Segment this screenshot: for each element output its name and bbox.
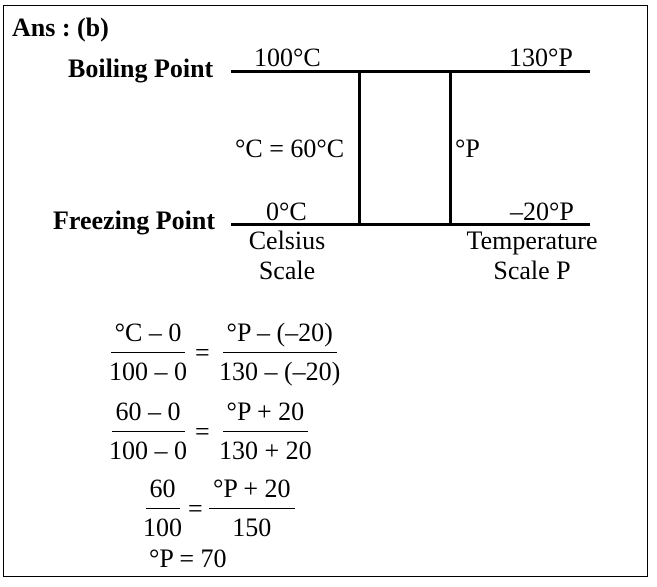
equation-3-rhs: °P + 20 150 xyxy=(209,474,295,543)
celsius-mid-label: °C = 60°C xyxy=(235,134,345,163)
freezing-point-label: Freezing Point xyxy=(53,206,215,235)
equation-1-lhs: °C – 0 100 – 0 xyxy=(105,318,191,387)
boiling-point-label: Boiling Point xyxy=(68,54,214,83)
p-scale-bar xyxy=(449,70,452,225)
equation-2-lhs-denominator: 100 – 0 xyxy=(109,436,187,465)
celsius-scale-caption: Celsius Scale xyxy=(245,226,329,286)
equation-3-lhs-denominator: 100 xyxy=(143,513,182,542)
equation-3-lhs-numerator: 60 xyxy=(145,474,180,509)
celsius-bottom-value: 0°C xyxy=(266,197,307,226)
equation-1-rhs-numerator: °P – (–20) xyxy=(222,318,337,353)
p-mid-label: °P xyxy=(455,134,480,163)
result-equation: °P = 70 xyxy=(149,544,227,573)
equation-3-lhs: 60 100 xyxy=(139,474,186,543)
p-scale-caption-line1: Temperature xyxy=(466,226,598,255)
equation-1-lhs-numerator: °C – 0 xyxy=(110,318,186,353)
equation-2-rhs-numerator: °P + 20 xyxy=(222,397,309,432)
equation-1-equals: = xyxy=(195,338,210,367)
equation-2-lhs-numerator: 60 – 0 xyxy=(111,397,185,432)
celsius-scale-bar xyxy=(358,70,361,225)
p-bottom-value: –20°P xyxy=(510,197,574,226)
equation-3-rhs-numerator: °P + 20 xyxy=(209,474,295,509)
equation-1-lhs-denominator: 100 – 0 xyxy=(109,357,187,386)
equation-1-rhs-denominator: 130 – (–20) xyxy=(219,357,341,386)
answer-box: Ans : (b) Boiling Point Freezing Point 1… xyxy=(3,5,648,577)
celsius-top-value: 100°C xyxy=(254,43,321,72)
celsius-scale-caption-line1: Celsius xyxy=(248,226,326,255)
equation-2-rhs: °P + 20 130 + 20 xyxy=(215,397,316,466)
equation-3-rhs-denominator: 150 xyxy=(232,513,272,542)
p-top-value: 130°P xyxy=(509,43,573,72)
equation-2-rhs-denominator: 130 + 20 xyxy=(219,436,312,465)
answer-label: Ans : (b) xyxy=(12,13,109,42)
p-scale-caption-line2: Scale P xyxy=(493,256,571,285)
equation-1-rhs: °P – (–20) 130 – (–20) xyxy=(215,318,344,387)
equation-2-equals: = xyxy=(195,417,210,446)
celsius-scale-caption-line2: Scale xyxy=(258,256,316,285)
p-scale-caption: Temperature Scale P xyxy=(459,226,605,286)
equation-3-equals: = xyxy=(188,494,203,523)
boiling-point-line xyxy=(231,70,590,73)
equation-2-lhs: 60 – 0 100 – 0 xyxy=(105,397,191,466)
freezing-point-line xyxy=(231,223,590,226)
